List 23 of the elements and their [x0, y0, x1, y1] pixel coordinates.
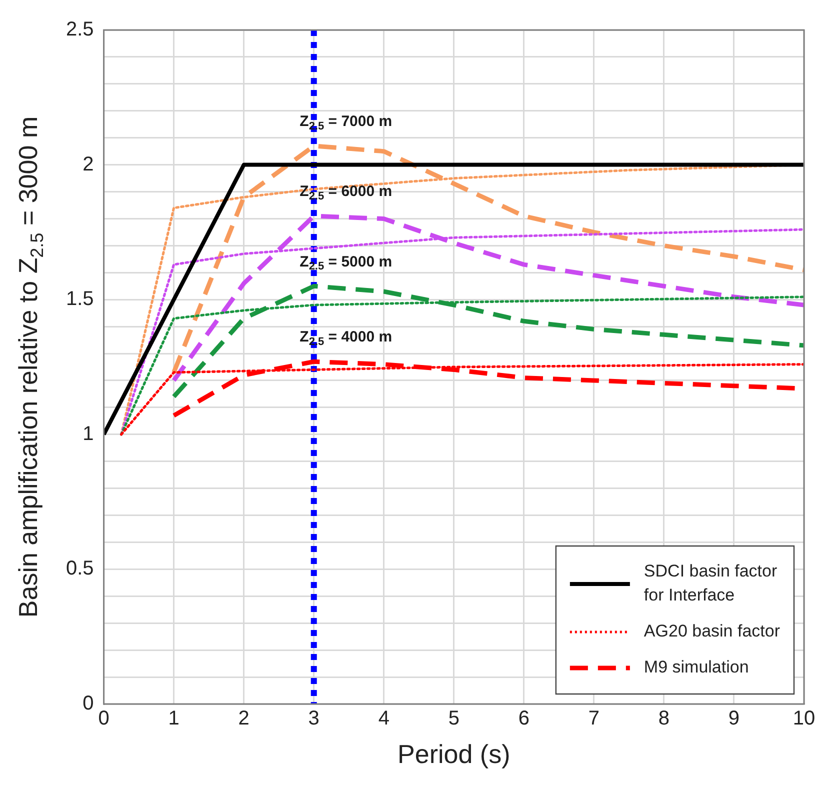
x-tick-label: 8 [658, 708, 670, 730]
x-axis-title: Period (s) [398, 739, 510, 770]
line-series [120, 363, 804, 436]
legend-label: M9 simulation [644, 658, 749, 677]
y-tick-label: 2 [82, 153, 94, 176]
x-tick-label: 4 [378, 708, 390, 730]
x-tick-label: 7 [588, 708, 600, 730]
x-tick-label: 5 [448, 708, 460, 730]
legend-label: SDCI basin factor for Interface [644, 562, 778, 605]
x-tick-label: 0 [98, 708, 110, 730]
y-tick-label: 2.5 [66, 18, 94, 41]
y-tick-label: 0.5 [66, 558, 94, 580]
y-tick-label: 1.5 [66, 288, 94, 310]
x-tick-label: 1 [168, 708, 180, 730]
x-tick-label: 9 [728, 708, 740, 730]
y-axis-title: Basin amplification relative to Z2.5 = 3000 m [13, 116, 47, 618]
y-tick-label: 1 [82, 422, 94, 445]
x-tick-label: 6 [518, 708, 530, 730]
x-tick-label: 10 [792, 708, 816, 730]
x-tick-label: 3 [308, 708, 320, 730]
y-tick-label: 0 [82, 692, 94, 715]
x-tick-label: 2 [238, 708, 250, 730]
legend-label: AG20 basin factor [644, 622, 780, 641]
